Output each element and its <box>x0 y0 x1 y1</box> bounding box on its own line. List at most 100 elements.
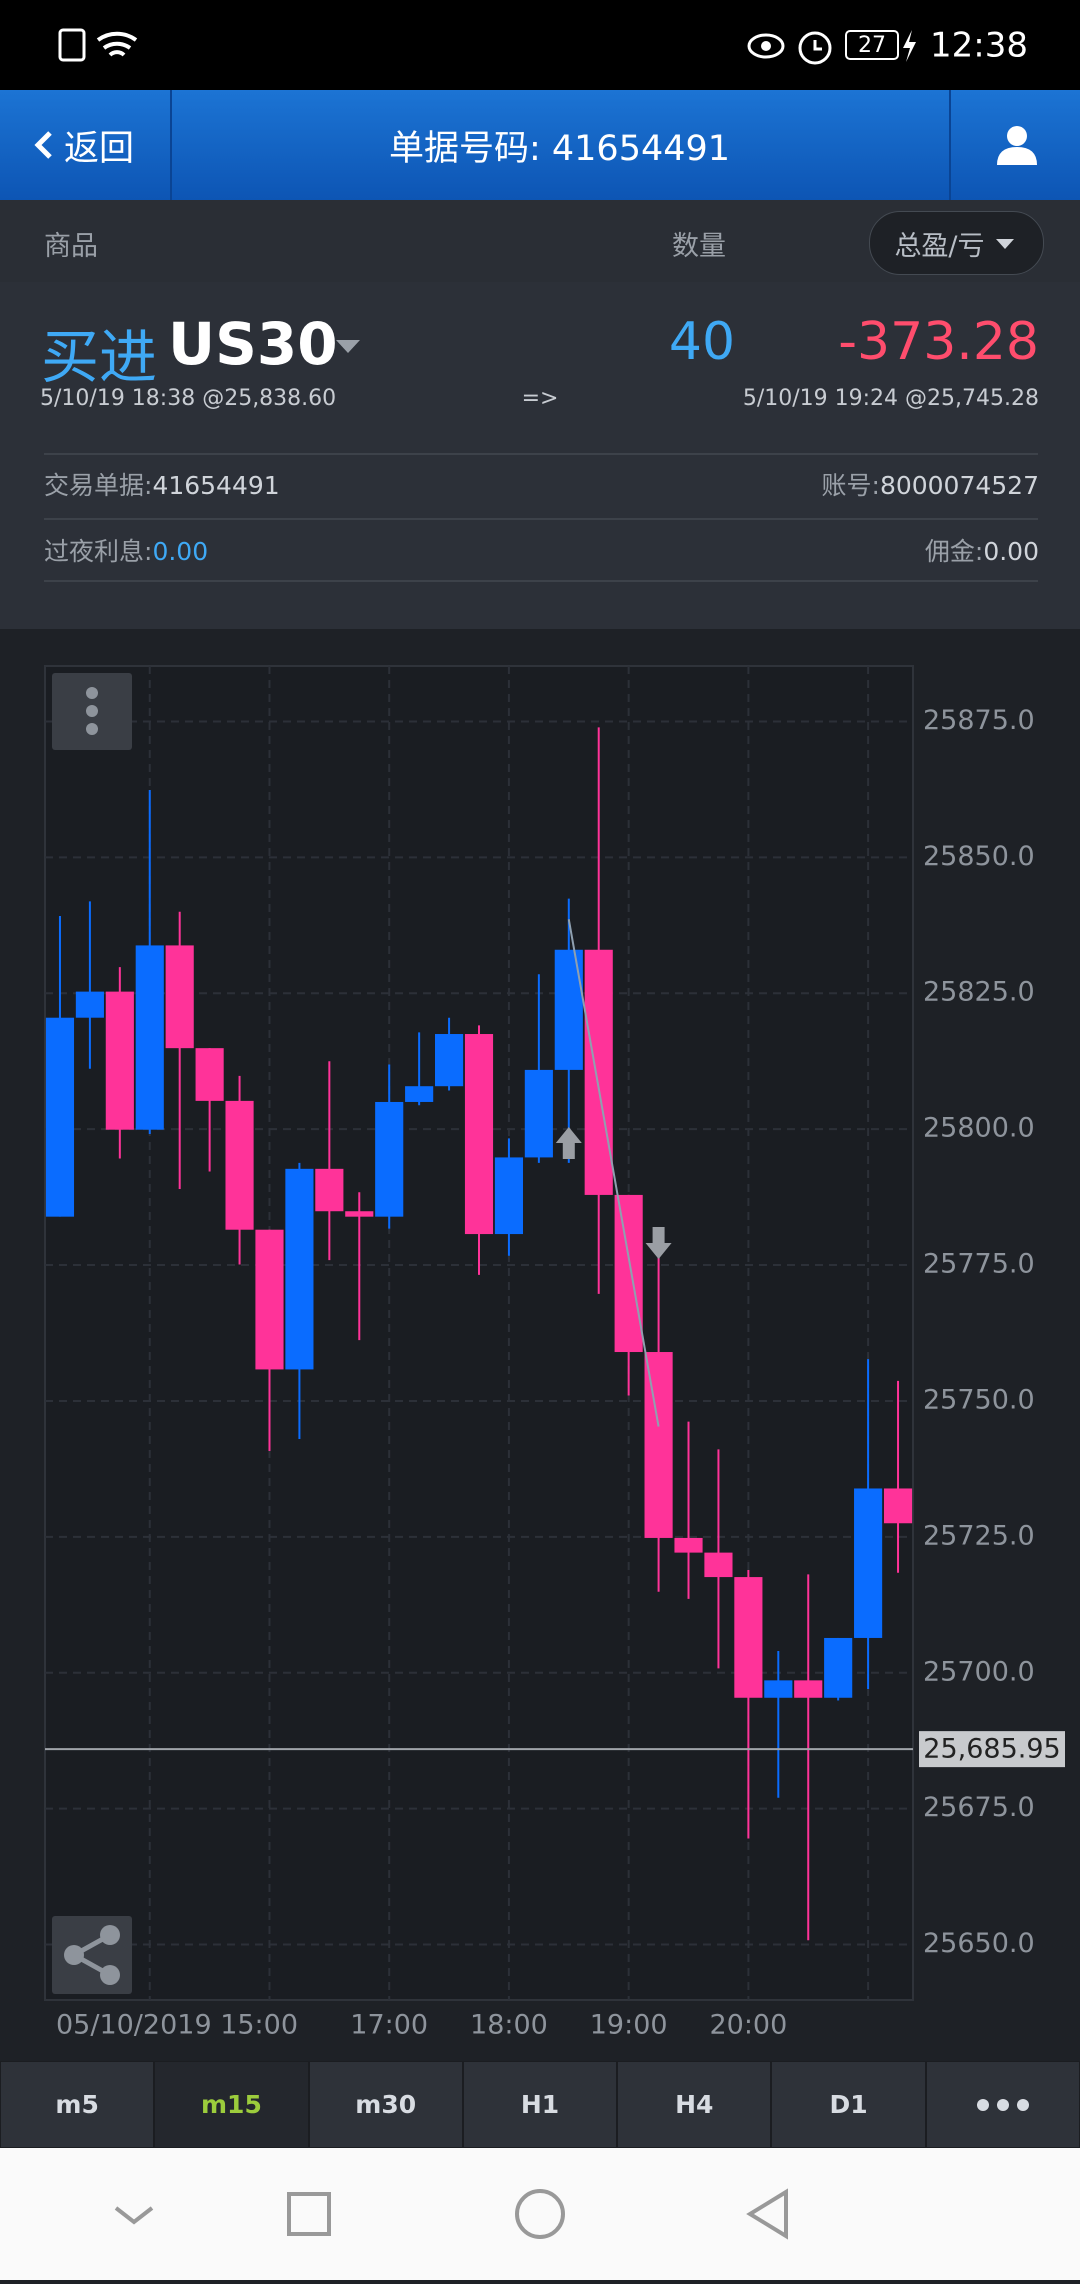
candle-body <box>105 991 134 1130</box>
plot-area <box>44 665 914 2001</box>
account: 8000074527 <box>879 471 1039 500</box>
current-price-label: 25,685.95 <box>923 1734 1060 1765</box>
x-tick-label: 05/10/2019 15:00 <box>56 2010 298 2041</box>
alarm-hands <box>813 40 822 51</box>
menu-dot <box>86 687 98 699</box>
alarm-icon <box>798 31 832 65</box>
share-button[interactable] <box>52 1916 132 1994</box>
candle-body <box>45 1017 75 1217</box>
candle-body <box>75 991 104 1018</box>
header: 返回 单据号码: 41654491 <box>0 90 1080 200</box>
nav-icons <box>114 2188 788 2240</box>
close-info: 5/10/19 19:24 @25,745.28 <box>742 386 1039 411</box>
clock: 12:38 <box>930 26 1028 66</box>
candle-body <box>644 1352 673 1538</box>
symbol-dropdown[interactable] <box>334 336 364 360</box>
ticket-row: 交易单据:41654491 <box>44 466 280 502</box>
share-node <box>64 1945 84 1965</box>
separator <box>44 580 1038 582</box>
y-tick-label: 25700.0 <box>923 1656 1035 1687</box>
user-icon <box>996 126 1037 165</box>
back-label: 返回 <box>64 128 135 169</box>
trade-quantity: 40 <box>668 312 736 372</box>
column-header: 商品 数量 总盈/亏 <box>0 200 1080 283</box>
nav-recent[interactable] <box>287 2192 331 2236</box>
timeframe-bar: m5 m15 m30 H1 H4 D1 <box>0 2061 1080 2148</box>
charging-icon <box>903 30 916 62</box>
candle-body <box>345 1211 374 1217</box>
wifi-icon <box>96 31 138 57</box>
timeframe-button[interactable]: H1 <box>462 2061 618 2148</box>
y-tick-label: 25675.0 <box>923 1792 1035 1823</box>
candlestick-chart: 25650.0 25675.0 25700.0 25725.0 25750.0 25775… <box>44 665 1065 2041</box>
candle-body <box>674 1537 703 1553</box>
candle-body <box>255 1229 284 1370</box>
share-node <box>100 1925 120 1945</box>
account-label: 账号: <box>821 471 880 500</box>
swap-label: 过夜利息: <box>44 537 153 566</box>
timeframe-button[interactable]: H4 <box>617 2061 772 2148</box>
ticket-label: 交易单据: <box>44 471 153 500</box>
status-icons: 27 12:38 <box>58 26 1028 66</box>
timeframe-button[interactable]: m15 <box>154 2061 309 2148</box>
timeframe-button[interactable]: m5 <box>0 2061 155 2148</box>
pnl-sort-button[interactable]: 总盈/亏 <box>869 211 1044 275</box>
candle-body <box>195 1048 224 1101</box>
y-tick-label: 25650.0 <box>923 1928 1035 1959</box>
more-icon <box>976 2098 1029 2111</box>
x-tick-label: 18:00 <box>470 2010 548 2041</box>
timeframe-button[interactable]: D1 <box>771 2061 926 2148</box>
nav-back[interactable] <box>746 2188 788 2240</box>
commission-row: 佣金:0.00 <box>925 532 1039 568</box>
y-tick-label: 25800.0 <box>923 1113 1035 1144</box>
dropdown-arrow <box>995 239 1014 249</box>
candle-body <box>704 1552 733 1578</box>
candle-body <box>554 949 583 1070</box>
back-chevron <box>34 131 52 159</box>
quantity-column: 数量 <box>672 231 726 262</box>
trade-pnl: -373.28 <box>838 312 1039 372</box>
ticket: 41654491 <box>152 471 280 500</box>
trade-symbol: US30 <box>168 310 338 378</box>
candle-body <box>315 1168 344 1212</box>
candle-body <box>794 1680 823 1698</box>
swap-row: 过夜利息:0.00 <box>44 532 208 568</box>
trade-line <box>567 919 660 1427</box>
candle-body <box>135 945 164 1130</box>
status-bar: 27 12:38 <box>0 0 1080 90</box>
more-button[interactable] <box>925 2061 1080 2148</box>
product-column: 商品 <box>44 231 98 262</box>
y-tick-label: 25750.0 <box>923 1384 1035 1415</box>
back-button[interactable]: 返回 <box>0 90 172 200</box>
timeframe-button[interactable]: m30 <box>308 2061 463 2148</box>
candle-body <box>883 1488 913 1524</box>
y-tick-label: 25775.0 <box>923 1249 1035 1280</box>
candle-body <box>524 1069 553 1158</box>
candle-body <box>584 949 613 1195</box>
chart-menu-button[interactable] <box>52 673 132 750</box>
separator <box>44 518 1038 520</box>
eye-icon <box>747 33 785 59</box>
candle-body <box>764 1680 793 1698</box>
battery-frame <box>845 30 899 60</box>
open-info: 5/10/19 18:38 @25,838.60 <box>40 386 337 411</box>
x-tick-label: 19:00 <box>590 2010 668 2041</box>
candle-body <box>824 1637 853 1698</box>
candle-body <box>854 1488 883 1638</box>
menu-dot <box>86 723 98 735</box>
sim-icon <box>58 28 86 62</box>
y-tick-label: 25850.0 <box>923 841 1035 872</box>
candle-body <box>225 1100 254 1230</box>
trade-detail: 买进 US30 40 -373.28 5/10/19 18:38 @25,838… <box>0 282 1080 629</box>
nav-collapse[interactable] <box>114 2206 154 2225</box>
nav-home[interactable] <box>515 2189 565 2239</box>
commission: 0.00 <box>983 537 1039 566</box>
candle-body <box>405 1086 434 1102</box>
y-tick-label: 25875.0 <box>923 705 1035 736</box>
swap: 0.00 <box>152 537 209 566</box>
share-node <box>100 1965 120 1985</box>
pnl-column: 总盈/亏 <box>894 230 985 262</box>
candle-body <box>734 1577 763 1698</box>
user-button[interactable] <box>949 90 1080 200</box>
